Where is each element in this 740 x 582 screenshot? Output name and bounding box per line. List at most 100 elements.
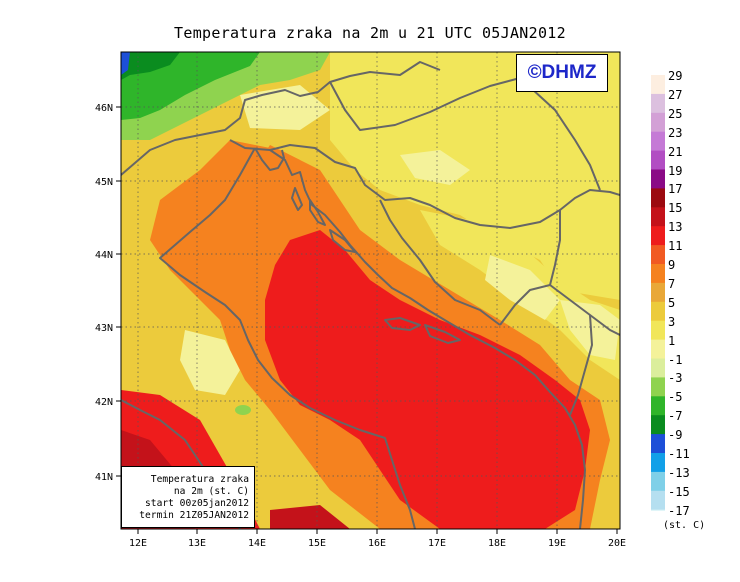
legend-swatch bbox=[651, 415, 665, 435]
legend-swatch bbox=[651, 320, 665, 340]
legend-label: -3 bbox=[668, 371, 683, 386]
legend-swatch bbox=[651, 93, 665, 114]
frame-ticks bbox=[116, 106, 618, 534]
lon-labels: 12E 13E 14E 15E 16E 17E 18E 19E 20E bbox=[129, 538, 626, 549]
map-frame bbox=[120, 51, 621, 530]
legend-swatch bbox=[651, 226, 665, 246]
legend-label: 29 bbox=[668, 69, 683, 83]
map-title: Temperatura zraka na 2m u 21 UTC 05JAN20… bbox=[174, 24, 566, 42]
legend-units: (st. C) bbox=[663, 520, 706, 531]
field-interior-mild bbox=[330, 52, 620, 300]
legend-swatch bbox=[651, 453, 665, 473]
legend-label: 1 bbox=[668, 333, 676, 348]
legend-label: 17 bbox=[668, 182, 683, 197]
lat-label: 46N bbox=[95, 103, 113, 114]
legend-label: 15 bbox=[668, 201, 683, 216]
legend-swatch bbox=[651, 169, 665, 189]
legend-label: -9 bbox=[668, 428, 683, 443]
lon-label: 18E bbox=[488, 538, 506, 549]
legend-label: 5 bbox=[668, 295, 676, 310]
legend-label: 19 bbox=[668, 163, 683, 178]
info-line: termin 21Z05JAN2012 bbox=[139, 510, 249, 521]
legend-label: 7 bbox=[668, 276, 676, 291]
island-4 bbox=[291, 187, 303, 211]
island-2 bbox=[424, 324, 461, 344]
field-alps-blue bbox=[121, 52, 130, 75]
lon-label: 19E bbox=[548, 538, 566, 549]
legend-swatch bbox=[651, 490, 665, 511]
island-3 bbox=[309, 199, 326, 226]
lat-label: 42N bbox=[95, 397, 113, 408]
field-light-patch-1 bbox=[485, 255, 560, 320]
island-1 bbox=[384, 317, 421, 331]
info-line: na 2m (st. C) bbox=[173, 486, 249, 497]
legend-swatch bbox=[651, 301, 665, 322]
legend-swatch bbox=[651, 358, 665, 378]
legend-swatch bbox=[651, 131, 665, 151]
field-italy-light bbox=[180, 330, 240, 395]
legend-swatch bbox=[651, 188, 665, 208]
lon-label: 20E bbox=[608, 538, 626, 549]
legend-swatch bbox=[651, 112, 665, 133]
lat-label: 43N bbox=[95, 323, 113, 334]
field-alps-light bbox=[240, 85, 330, 130]
balkan-border-1 bbox=[379, 199, 501, 326]
legend-label: 3 bbox=[668, 314, 676, 329]
legend-label: 13 bbox=[668, 220, 683, 235]
legend-label: -17 bbox=[668, 503, 690, 518]
lon-label: 14E bbox=[248, 538, 266, 549]
legend-label: -11 bbox=[668, 447, 690, 461]
legend-swatch bbox=[651, 377, 665, 397]
balkan-border-2 bbox=[499, 284, 620, 336]
northern-border-1 bbox=[121, 61, 441, 176]
legend-label: 27 bbox=[668, 87, 683, 102]
field-north-adriatic-warm bbox=[260, 145, 315, 200]
legend-label: -15 bbox=[668, 484, 690, 499]
info-line: Temperatura zraka bbox=[150, 474, 249, 485]
lat-label: 41N bbox=[95, 472, 113, 483]
legend-label: 23 bbox=[668, 125, 683, 140]
legend-swatch bbox=[651, 396, 665, 416]
lat-label: 45N bbox=[95, 177, 113, 188]
lat-label: 44N bbox=[95, 250, 113, 261]
balkan-border-4 bbox=[569, 314, 593, 416]
legend-label: -5 bbox=[668, 390, 683, 405]
legend-label: -1 bbox=[668, 352, 683, 367]
legend-swatch bbox=[651, 471, 665, 492]
lat-labels: 46N 45N 44N 43N 42N 41N bbox=[95, 103, 113, 483]
northern-border-3 bbox=[329, 77, 601, 191]
dhmz-logo: ©DHMZ bbox=[516, 54, 608, 92]
lon-label: 17E bbox=[428, 538, 446, 549]
balkan-border-3 bbox=[549, 210, 561, 286]
italy-coastline bbox=[159, 147, 416, 529]
lon-label: 13E bbox=[188, 538, 206, 549]
legend-label: -13 bbox=[668, 465, 690, 480]
field-green-spot bbox=[235, 405, 251, 415]
color-legend bbox=[651, 75, 665, 511]
island-5 bbox=[329, 229, 356, 253]
legend-swatch bbox=[651, 75, 665, 95]
legend-swatch bbox=[651, 339, 665, 359]
lon-label: 12E bbox=[129, 538, 147, 549]
legend-label: 9 bbox=[668, 258, 676, 272]
field-alps-coldest bbox=[121, 52, 180, 80]
legend-swatch bbox=[651, 245, 665, 265]
field-light-patch-3 bbox=[400, 150, 470, 185]
legend-swatch bbox=[651, 150, 665, 170]
balkan-coastline bbox=[269, 149, 586, 529]
legend-swatch bbox=[651, 264, 665, 284]
legend-swatch bbox=[651, 509, 665, 511]
legend-label: 25 bbox=[668, 106, 683, 121]
info-box: Temperatura zraka na 2m (st. C) start 00… bbox=[121, 466, 255, 528]
northern-border-2 bbox=[229, 139, 620, 229]
info-line: start 00z05jan2012 bbox=[145, 498, 249, 509]
legend-swatch bbox=[651, 207, 665, 227]
legend-swatch bbox=[651, 282, 665, 303]
legend-label: -7 bbox=[668, 409, 683, 424]
lon-label: 15E bbox=[308, 538, 326, 549]
legend-swatch bbox=[651, 434, 665, 454]
field-south-tip-hot bbox=[270, 505, 350, 529]
istria-coast bbox=[254, 147, 285, 171]
legend-label: 11 bbox=[668, 239, 683, 254]
